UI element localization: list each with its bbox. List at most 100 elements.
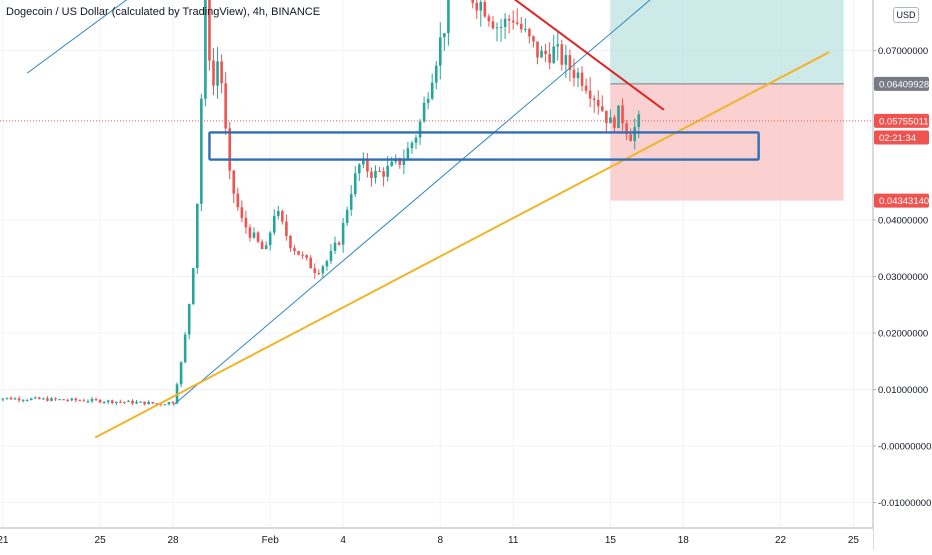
candle-body xyxy=(172,402,175,403)
candle-body xyxy=(66,400,69,401)
candle-body xyxy=(289,236,292,248)
price-label-text: 02:21:34 xyxy=(879,133,916,144)
x-tick-label: 28 xyxy=(167,535,179,546)
yellow-channel-lower-line xyxy=(95,52,829,437)
candle-body xyxy=(180,362,183,384)
candle-body xyxy=(79,400,82,401)
candle-body xyxy=(30,398,33,400)
candle-body xyxy=(10,398,13,400)
candle-body xyxy=(115,402,118,403)
candle-body xyxy=(18,398,21,400)
candle-body xyxy=(277,211,280,216)
y-tick-label: -0.01000000 xyxy=(878,498,931,509)
candle-body xyxy=(589,91,592,99)
price-label-text: 0.06409928 xyxy=(879,79,929,90)
candle-body xyxy=(50,398,53,401)
candle-body xyxy=(415,138,418,143)
candle-body xyxy=(475,3,478,11)
candle-body xyxy=(237,194,240,208)
candle-body xyxy=(245,218,248,227)
candle-body xyxy=(318,273,321,274)
candle-body xyxy=(346,210,349,223)
candle-body xyxy=(629,134,632,141)
candle-body xyxy=(512,21,515,23)
candle-body xyxy=(561,44,564,65)
candle-body xyxy=(609,117,612,123)
candle-body xyxy=(139,402,142,403)
candle-body xyxy=(565,55,568,65)
candle-body xyxy=(390,162,393,166)
candle-body xyxy=(419,122,422,138)
candle-body xyxy=(322,266,325,273)
candle-body xyxy=(70,399,73,401)
candle-body xyxy=(370,172,373,178)
candle-body xyxy=(6,398,9,399)
candle-body xyxy=(261,242,264,249)
candle-body xyxy=(103,402,106,403)
candle-body xyxy=(147,402,150,404)
candle-body xyxy=(58,399,61,400)
candle-body xyxy=(54,398,57,399)
candle-body xyxy=(273,216,276,233)
candle-body xyxy=(524,29,527,30)
candle-body xyxy=(241,207,244,218)
candle-body xyxy=(14,398,17,399)
candle-body xyxy=(338,243,341,245)
candle-body xyxy=(480,2,483,11)
candle-body xyxy=(447,0,450,33)
y-tick-label: 0.02000000 xyxy=(878,329,928,340)
x-tick-label: 25 xyxy=(848,535,860,546)
candle-body xyxy=(38,397,41,399)
candle-body xyxy=(403,160,406,165)
candle-body xyxy=(617,105,620,127)
candle-body xyxy=(439,37,442,65)
candle-body xyxy=(548,54,551,63)
candle-body xyxy=(95,399,98,400)
candle-body xyxy=(492,21,495,28)
y-tick-label: 0.01000000 xyxy=(878,385,928,396)
candle-body xyxy=(123,402,126,403)
price-label-text: 0.04343140 xyxy=(879,196,929,207)
candle-body xyxy=(552,46,555,62)
candle-body xyxy=(257,232,260,241)
currency-button[interactable]: USD xyxy=(893,7,919,23)
candle-body xyxy=(593,99,596,100)
candle-body xyxy=(471,0,474,3)
candle-body xyxy=(200,99,203,204)
candle-body xyxy=(168,402,171,404)
candle-body xyxy=(313,268,316,273)
candle-body xyxy=(581,73,584,86)
candle-body xyxy=(216,61,219,85)
x-tick-label: 15 xyxy=(605,535,617,546)
candle-body xyxy=(431,83,434,99)
time-axis-bg xyxy=(0,528,873,550)
candle-body xyxy=(366,159,369,172)
candle-body xyxy=(107,400,110,402)
target-zone xyxy=(610,0,843,84)
candle-body xyxy=(131,401,134,404)
x-tick-label: 21 xyxy=(0,535,9,546)
candle-body xyxy=(326,261,329,266)
candle-body xyxy=(164,404,167,405)
candle-body xyxy=(411,143,414,148)
y-tick-label: -0.00000000 xyxy=(878,442,931,453)
x-tick-label: Feb xyxy=(262,535,280,546)
candle-body xyxy=(297,251,300,255)
candle-body xyxy=(184,335,187,363)
y-tick-label: 0.03000000 xyxy=(878,272,928,283)
candle-body xyxy=(224,83,227,128)
candle-body xyxy=(62,399,65,400)
candle-body xyxy=(192,268,195,304)
candle-body xyxy=(585,86,588,91)
candle-body xyxy=(342,223,345,245)
x-tick-label: 18 xyxy=(678,535,690,546)
candle-body xyxy=(249,227,252,237)
candle-body xyxy=(265,245,268,249)
candle-body xyxy=(253,232,256,237)
candle-body xyxy=(22,400,25,401)
candle-body xyxy=(504,19,507,27)
candle-body xyxy=(87,401,90,402)
candle-body xyxy=(577,73,580,79)
